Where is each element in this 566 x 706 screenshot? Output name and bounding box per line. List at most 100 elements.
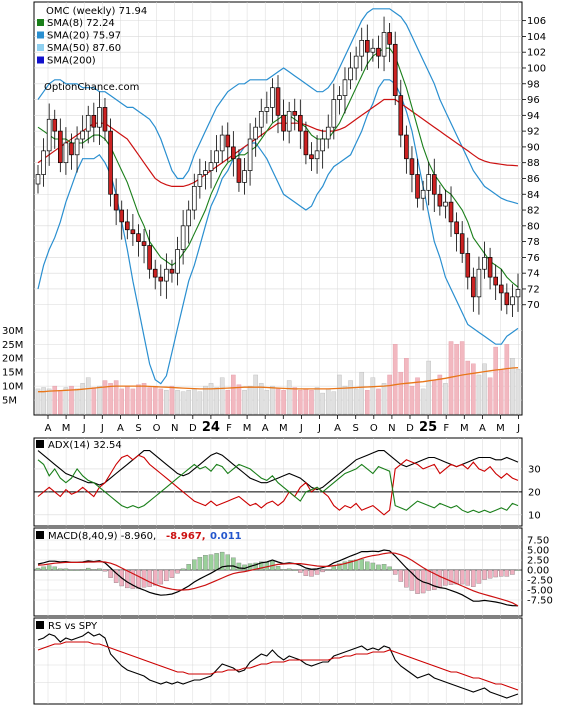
volume-bar (459, 341, 465, 415)
volume-bar (169, 385, 175, 415)
candle (498, 269, 504, 311)
candle-body (376, 47, 381, 57)
candle-body (231, 146, 236, 160)
macd-hist-bar (63, 568, 69, 571)
candles (35, 16, 521, 317)
macd-hist-bar (80, 569, 85, 571)
macd-tick-label: -5.00 (527, 586, 553, 597)
candle-body (35, 174, 41, 185)
macd-hist-bar (85, 567, 91, 571)
volume-bar (471, 363, 476, 415)
candle-body (292, 111, 298, 116)
candle (487, 247, 493, 290)
candle (74, 126, 80, 173)
month-tick-label: M (279, 423, 288, 434)
macd-hist-bar (281, 569, 286, 571)
candle-body (175, 249, 180, 274)
volume-bar (191, 388, 197, 415)
volume-bar (85, 377, 91, 415)
volume-bar (35, 388, 41, 415)
candle-body (197, 174, 203, 187)
volume-sma-line (38, 367, 519, 393)
candle (141, 228, 147, 264)
candle (431, 158, 437, 213)
rs-series-line (37, 631, 519, 699)
macd-hist-bar (298, 569, 303, 573)
month-tick-label: A (45, 423, 52, 434)
candle-body (80, 130, 85, 140)
macd-hist-bar (365, 561, 370, 571)
volume-bar (476, 374, 482, 415)
macd-hist-bar (192, 559, 197, 571)
macd-hist-bar (46, 565, 52, 571)
candle-body (214, 150, 219, 164)
macd-hist-bar (499, 569, 504, 577)
candle (476, 256, 482, 315)
candle-body (191, 186, 197, 211)
candle (164, 253, 169, 299)
macd-hist-bar (102, 569, 108, 572)
macd-hist-bar (504, 569, 510, 577)
macd-tick-label: 5.00 (527, 546, 549, 557)
candle-body (258, 111, 264, 128)
volume-bar (381, 383, 387, 415)
volume-bar (365, 390, 370, 415)
macd-hist-bar (91, 569, 97, 571)
volume-bars (35, 341, 521, 415)
month-axis: A M J J A S O N D 24 F M A M J J A S O N D 25 F M A M J (45, 415, 520, 435)
month-tick-label: 25 (419, 420, 437, 435)
candle-body (404, 134, 409, 160)
candle (119, 200, 125, 240)
candle (80, 115, 85, 149)
candle-body (270, 87, 275, 108)
macd-hist-bar (426, 569, 431, 591)
candle-body (41, 150, 46, 175)
volume-bar (63, 387, 69, 415)
candle (409, 146, 415, 193)
macd-tick-label: 2.50 (527, 556, 549, 567)
price-panel: 70 72 74 76 78 80 82 84 86 88 90 92 94 96 98 100 102 104 1… (2, 1, 546, 416)
candle-body (85, 114, 91, 132)
volume-bar (454, 344, 459, 415)
candle (359, 27, 365, 72)
month-tick-label: J (317, 423, 321, 434)
candle-body (515, 289, 521, 298)
macd-hist-bar (493, 569, 498, 578)
rs-legend-swatch (36, 621, 44, 629)
macd-hist-bar (515, 569, 521, 571)
candle (169, 259, 175, 283)
volume-bar (186, 390, 191, 415)
candle-body (119, 209, 125, 223)
macd-hist-bar (482, 569, 487, 580)
adx-tick-label: 20 (528, 487, 541, 498)
macd-hist-bar (225, 554, 231, 571)
candle-body (253, 126, 258, 140)
macd-hist-bar (465, 569, 471, 586)
volume-bar (258, 383, 264, 415)
month-tick-label: J (299, 423, 303, 434)
macd-hist-bar (314, 569, 320, 575)
volume-bar (225, 390, 231, 415)
candle-body (337, 95, 342, 100)
month-tick-label: 24 (202, 420, 220, 435)
candle (225, 122, 231, 162)
candle (231, 131, 236, 177)
macd-hist-bar (214, 553, 219, 571)
candle (392, 31, 398, 106)
volume-bar (359, 371, 365, 415)
volume-bar (498, 369, 504, 415)
volume-bar (141, 383, 147, 415)
volume-bar (337, 374, 342, 415)
candle (364, 24, 370, 70)
macd-hist-bar (197, 557, 203, 571)
volume-bar (331, 391, 337, 415)
volume-bar (214, 387, 219, 415)
candle (208, 150, 214, 189)
volume-bar (320, 392, 325, 415)
candle-body (169, 268, 175, 274)
candle-body (331, 99, 337, 128)
candle (426, 161, 432, 206)
volume-bar (197, 391, 203, 415)
price-tick-label: 90 (527, 142, 540, 153)
month-tick-label: A (117, 423, 124, 434)
